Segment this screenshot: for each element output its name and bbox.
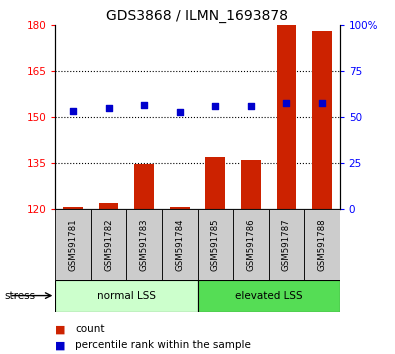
Text: normal LSS: normal LSS [97,291,156,301]
Text: ■: ■ [55,324,66,334]
Bar [55,280,198,312]
Bar [198,280,340,312]
Bar [312,31,332,209]
Text: GSM591786: GSM591786 [246,218,255,270]
Text: percentile rank within the sample: percentile rank within the sample [75,340,251,350]
Bar [170,207,190,209]
Text: elevated LSS: elevated LSS [235,291,303,301]
Bar [276,25,296,209]
Bar [241,160,261,209]
Bar [233,209,269,280]
Text: GSM591784: GSM591784 [175,218,184,270]
Text: GSM591785: GSM591785 [211,218,220,270]
Bar [99,203,118,209]
Bar [63,207,83,209]
Bar [205,157,225,209]
Bar [126,209,162,280]
Bar [304,209,340,280]
Point [141,102,147,107]
Text: GSM591781: GSM591781 [69,218,77,270]
Point [248,103,254,109]
Point [212,103,218,109]
Text: GDS3868 / ILMN_1693878: GDS3868 / ILMN_1693878 [107,9,288,23]
Text: GSM591788: GSM591788 [318,218,326,270]
Bar [91,209,126,280]
Text: GSM591783: GSM591783 [140,218,149,270]
Text: GSM591787: GSM591787 [282,218,291,270]
Point [70,108,76,114]
Point [177,109,183,115]
Bar [162,209,198,280]
Bar [134,164,154,209]
Text: GSM591782: GSM591782 [104,218,113,270]
Text: stress: stress [4,291,35,301]
Bar [198,209,233,280]
Bar [269,209,304,280]
Text: count: count [75,324,105,334]
Text: ■: ■ [55,340,66,350]
Point [105,105,112,110]
Point [283,100,290,106]
Bar [55,209,91,280]
Point [319,100,325,106]
